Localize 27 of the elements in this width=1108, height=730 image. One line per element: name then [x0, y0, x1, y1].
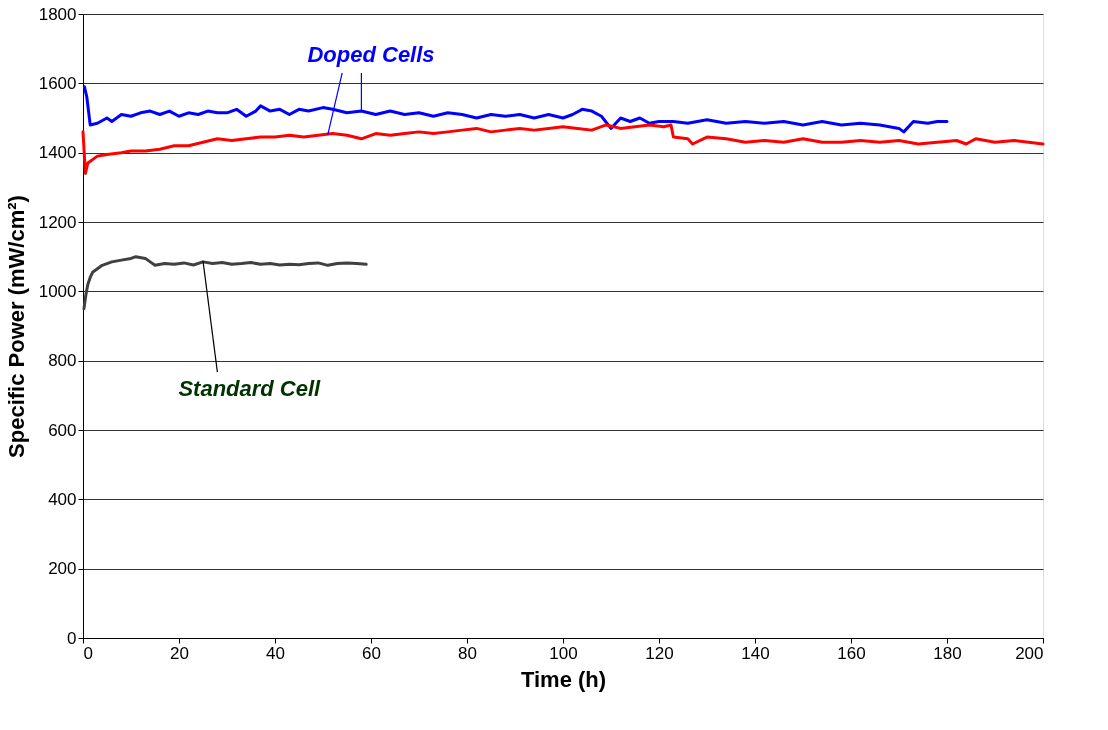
y-tick-label: 200 — [48, 559, 77, 579]
x-tick-label: 200 — [1015, 643, 1044, 663]
x-tick-label: 0 — [83, 643, 93, 663]
x-tick-label: 180 — [933, 643, 962, 663]
x-tick-label: 60 — [362, 643, 381, 663]
x-tick-label: 160 — [837, 643, 866, 663]
x-tick-label: 100 — [549, 643, 578, 663]
y-tick-label: 0 — [67, 628, 77, 648]
y-tick-label: 1800 — [38, 4, 77, 24]
y-tick-label: 1400 — [38, 143, 77, 163]
y-axis-title: Specific Power (mW/cm²) — [3, 195, 29, 458]
annotation: Standard Cell — [178, 376, 322, 402]
line-series — [81, 123, 1045, 175]
x-axis-title: Time (h) — [520, 666, 607, 692]
y-tick-label: 800 — [48, 351, 77, 371]
y-tick-label: 1000 — [38, 281, 77, 301]
x-tick-label: 20 — [170, 643, 189, 663]
y-tick-label: 400 — [48, 489, 77, 509]
x-tick-label: 40 — [266, 643, 285, 663]
y-tick-label: 1200 — [38, 212, 77, 232]
x-tick-label: 120 — [645, 643, 674, 663]
annotation: Doped Cells — [307, 42, 435, 68]
y-tick-label: 1600 — [38, 73, 77, 93]
line-series — [82, 255, 368, 311]
x-tick-label: 80 — [458, 643, 477, 663]
x-tick-label: 140 — [741, 643, 770, 663]
y-tick-label: 600 — [48, 420, 77, 440]
